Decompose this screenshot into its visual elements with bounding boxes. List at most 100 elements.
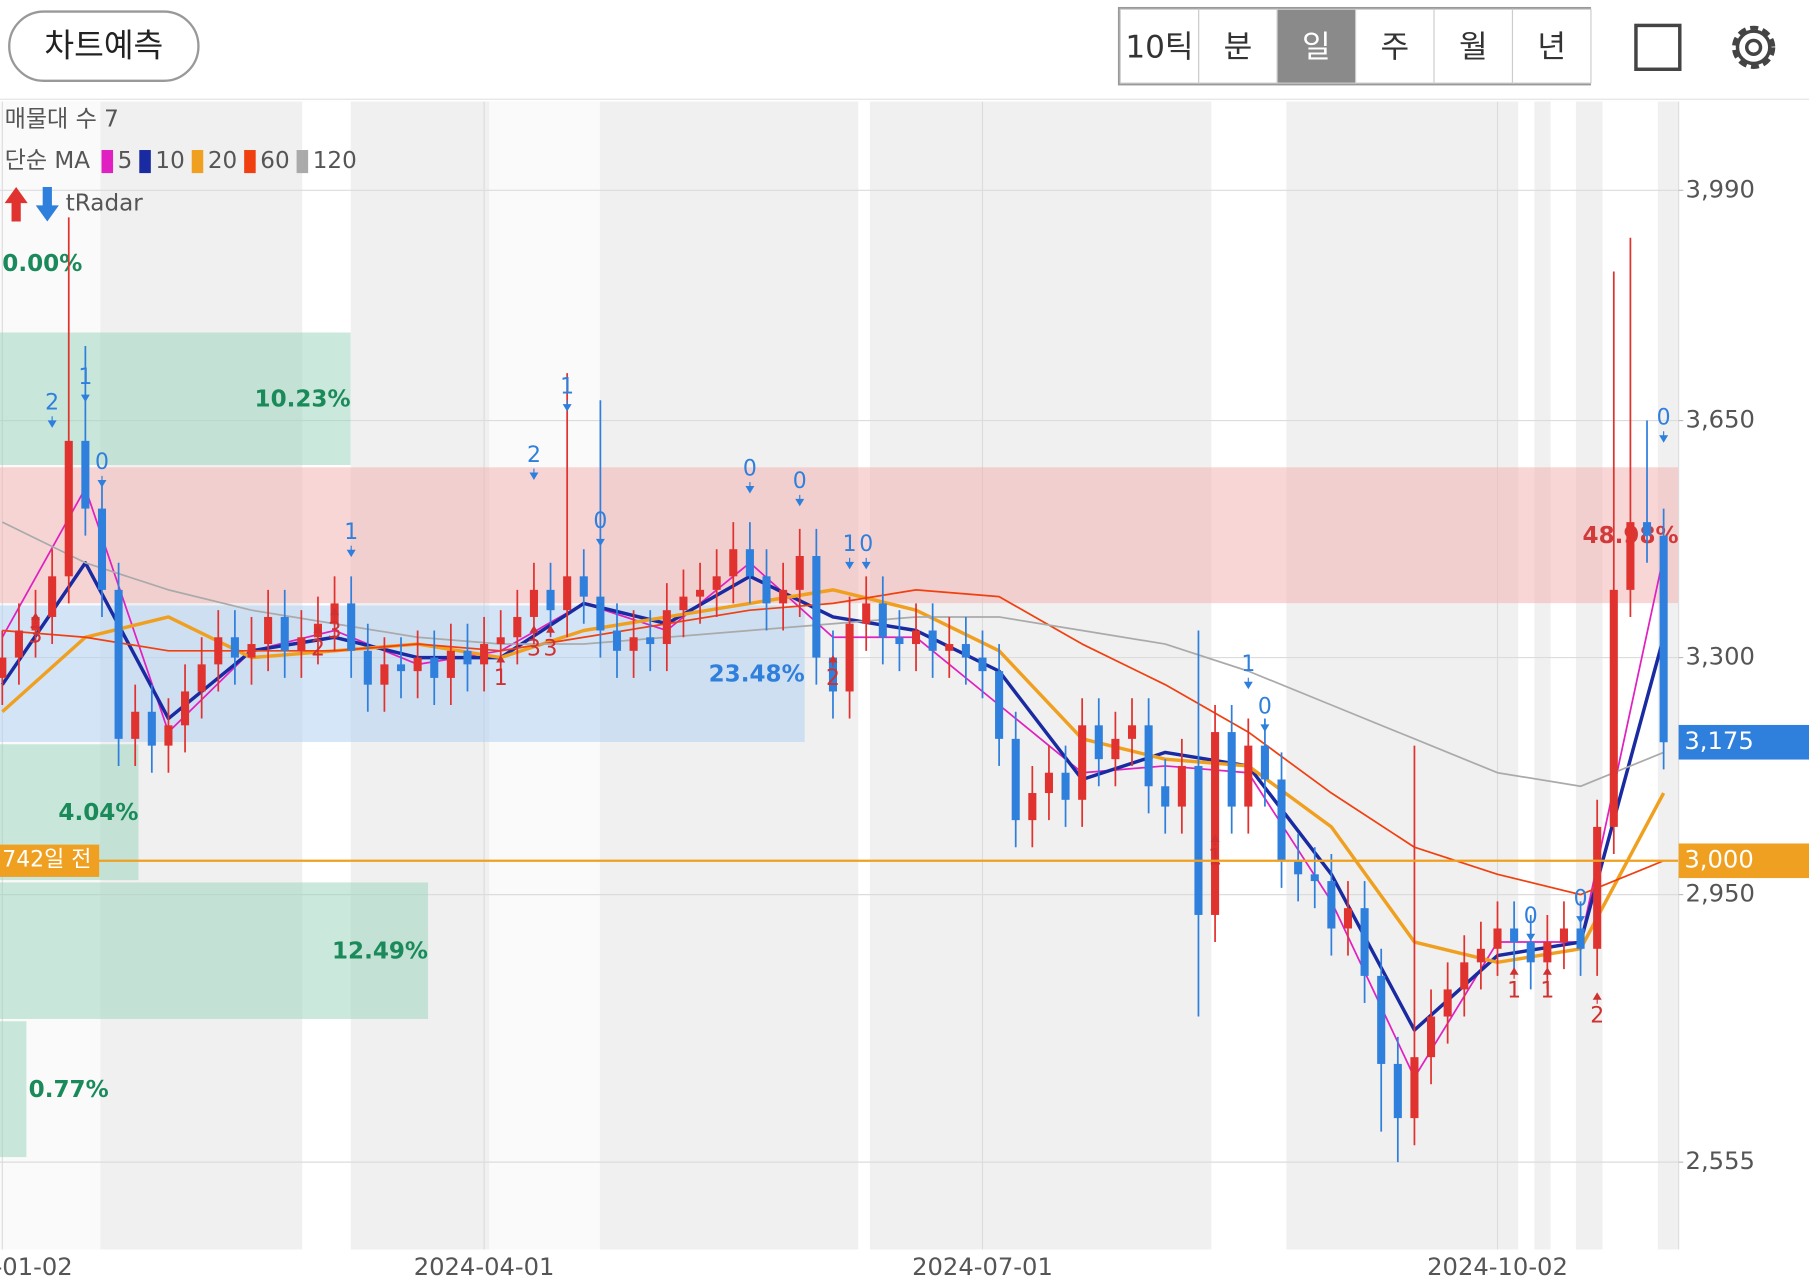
candle-body [48, 576, 57, 617]
reference-badge [1678, 843, 1809, 879]
signal-label: 1 [344, 520, 358, 545]
signal-arrow [346, 545, 356, 558]
candle-body [1559, 928, 1568, 943]
signal-label: 1 [560, 374, 574, 399]
candle-body [745, 549, 754, 577]
candle-body [81, 440, 90, 509]
signal-label: 1 [78, 365, 92, 390]
candle-body [878, 603, 887, 638]
signal-label: 2 [826, 666, 840, 691]
candle-body [729, 549, 738, 577]
candle-body [247, 644, 256, 658]
candle-body [646, 637, 655, 645]
y-tick-label: 3,990 [1686, 175, 1755, 203]
session-band [1518, 101, 1535, 1250]
candle-body [978, 657, 987, 672]
candle-body [1144, 725, 1153, 787]
signal-label: 1 [1540, 978, 1554, 1003]
legend-swatch [101, 150, 114, 174]
signal-arrow [1542, 967, 1552, 979]
signal-arrow [529, 468, 539, 480]
ma-line [0, 561, 1666, 1032]
candle-body [1443, 989, 1452, 1017]
signal-arrow [31, 612, 41, 624]
signal-arrow [1210, 834, 1220, 847]
fullscreen-icon[interactable] [1634, 23, 1682, 71]
tab[interactable] [1119, 8, 1200, 84]
candle-body [1127, 725, 1137, 739]
signal-arrow [97, 475, 107, 488]
signal-label: 0 [1657, 406, 1671, 431]
signal-label: 2 [311, 636, 325, 661]
candle-body [546, 589, 555, 611]
tab-label: 분 [1224, 29, 1253, 65]
candle-body [297, 637, 306, 651]
signal-label: 3 [29, 624, 43, 649]
current-price-badge [1678, 724, 1809, 760]
candle-body [1493, 928, 1502, 949]
candle-body [64, 440, 73, 577]
candle-body [380, 664, 389, 685]
candle-body [363, 650, 372, 685]
candle-body [164, 725, 173, 746]
candle-body [961, 644, 970, 658]
legend-swatch [296, 150, 309, 174]
candle-body [596, 596, 605, 631]
signal-arrow [845, 557, 855, 570]
x-tick-label: 2024-07-01 [912, 1253, 1053, 1281]
candle-body [446, 650, 455, 678]
candle-body [480, 644, 489, 665]
profile-label: 10.23% [255, 386, 351, 412]
signal-arrow [1509, 967, 1519, 979]
signal-label: 3 [544, 636, 558, 661]
predict-button[interactable] [8, 10, 200, 82]
candle-body [0, 657, 7, 678]
candle-body [1593, 826, 1602, 949]
candle-body [779, 589, 788, 604]
x-tick-label: 2024-10-02 [1427, 1253, 1568, 1281]
candle-body [413, 657, 422, 672]
signal-arrow [1260, 720, 1270, 732]
down-arrow-icon [35, 186, 59, 222]
candle-body [579, 576, 588, 597]
up-arrow-icon [4, 186, 28, 222]
candle-body [14, 630, 23, 658]
gear-teeth [1731, 25, 1776, 69]
signal-arrow [795, 494, 805, 507]
candle-body [1061, 772, 1070, 800]
signal-label: 0 [1524, 904, 1538, 929]
candle-body [928, 630, 937, 651]
candle-body [1460, 962, 1469, 990]
signal-arrow [595, 534, 605, 547]
session-band [1211, 101, 1287, 1250]
y-tick-label: 2,950 [1686, 880, 1755, 908]
settings-icon[interactable] [1731, 25, 1776, 69]
signal-label: 1 [1208, 846, 1222, 871]
candle-body [629, 637, 638, 651]
candle-body [463, 650, 472, 665]
candle-body [131, 711, 140, 739]
signal-arrow [496, 655, 506, 667]
ma-legend: 5 10 20 60 120 [101, 148, 357, 174]
candle-body [712, 576, 721, 590]
tab[interactable] [1511, 8, 1592, 84]
signal-label: 3 [527, 636, 541, 661]
signal-arrow [1526, 929, 1536, 942]
signal-label: 3 [328, 619, 342, 644]
candle-body [1476, 948, 1485, 963]
signal-arrow [1659, 431, 1669, 443]
candle-body [147, 711, 156, 746]
legend-swatch [139, 150, 151, 174]
signal-arrow [529, 625, 539, 637]
signal-arrow [80, 390, 90, 403]
candle-body [696, 589, 705, 597]
tab[interactable] [1276, 8, 1357, 84]
reference-note: 742일 전 [2, 848, 91, 873]
candle-body [347, 603, 356, 651]
candle-body [496, 637, 505, 645]
tab-label: 월 [1459, 29, 1488, 65]
candle-body [1377, 975, 1386, 1064]
tab[interactable] [1355, 8, 1435, 84]
signal-arrow [562, 400, 572, 412]
